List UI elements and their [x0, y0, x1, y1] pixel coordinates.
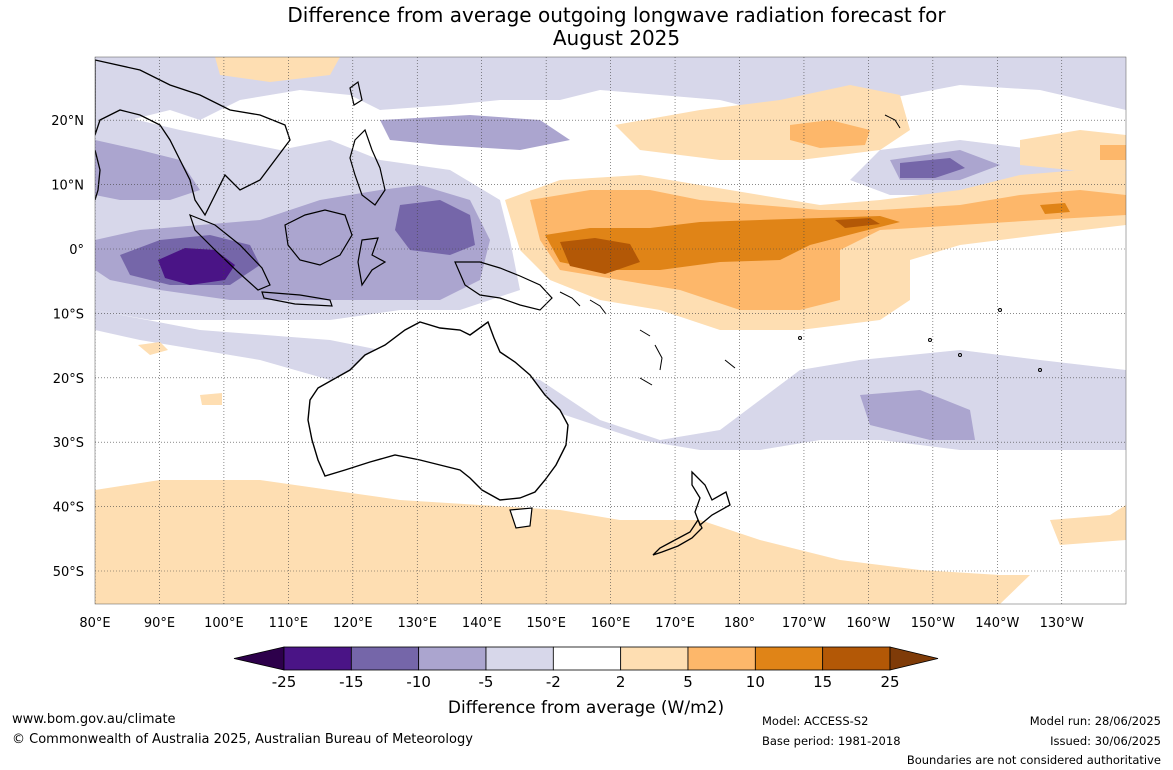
longitude-label: 170°E: [655, 616, 695, 631]
footer-model: Model: ACCESS-S2: [762, 714, 869, 728]
pacific-islands: [559, 114, 1042, 386]
title-line-2: August 2025: [552, 26, 681, 50]
colorbar-swatch: [620, 646, 689, 671]
sulawesi-outline: [357, 237, 387, 287]
latitude-label: 10°S: [53, 307, 84, 322]
colorbar-label: Difference from average (W/m2): [448, 698, 724, 718]
anomaly-region-light-orange-small2: [200, 393, 222, 405]
anomaly-region-mid-orange: [530, 190, 1126, 310]
longitude-label: 150°E: [526, 616, 566, 631]
anomaly-region-mid-orange-ne: [1100, 145, 1126, 160]
colorbar-swatch: [552, 646, 622, 671]
footer-base-period: Base period: 1981-2018: [762, 734, 901, 748]
philippines-outline: [349, 128, 386, 206]
longitude-label: 140°E: [462, 616, 502, 631]
latitude-label: 30°S: [53, 436, 84, 451]
latitude-labels: 20°N 10°N 0° 10°S 20°S 30°S 40°S 50°S: [51, 114, 84, 580]
anomaly-region-mid-purple-bay: [95, 140, 200, 200]
longitude-label: 160°W: [846, 616, 890, 631]
colorbar-swatch: [283, 646, 352, 671]
latitude-label: 50°S: [53, 565, 84, 580]
anomaly-region-light-orange-south: [95, 480, 1030, 604]
anomaly-region-light-orange-small3: [1050, 505, 1126, 545]
latitude-label: 40°S: [53, 501, 84, 516]
longitude-label: 90°E: [144, 616, 175, 631]
title-line-1: Difference from average outgoing longwav…: [287, 3, 946, 27]
colorbar: -25 -15 -10 -5 -2 2 5 10 15 25: [233, 646, 939, 691]
new-zealand-north-outline: [691, 470, 731, 527]
colorbar-swatch: [418, 646, 487, 671]
footer-website[interactable]: www.bom.gov.au/climate: [12, 712, 176, 727]
latitude-label: 20°N: [51, 114, 84, 129]
latitude-label: 10°N: [51, 179, 84, 194]
india-outline: [95, 149, 101, 201]
colorbar-swatch: [754, 646, 824, 671]
colorbar-swatch: [350, 646, 420, 671]
colorbar-tick-label: -25: [272, 673, 297, 691]
colorbar-extend-low: [233, 646, 285, 671]
footer-boundaries: Boundaries are not considered authoritat…: [906, 753, 1161, 767]
anomaly-region-light-orange-ne: [1020, 130, 1126, 175]
anomaly-region-dark-purple-3: [900, 158, 965, 178]
se-asia-outline: [95, 59, 291, 217]
colorbar-tick-label: 25: [880, 673, 899, 691]
anomaly-region-deep-orange: [560, 238, 640, 274]
longitude-label: 160°E: [591, 616, 631, 631]
colorbar-tick-label: 5: [683, 673, 693, 691]
colorbar-tick-label: -15: [339, 673, 364, 691]
map-title: Difference from average outgoing longwav…: [0, 4, 1173, 50]
anomaly-region-dark-purple-2: [395, 200, 475, 255]
colorbar-tick-label: -10: [406, 673, 431, 691]
longitude-label: 130°E: [397, 616, 437, 631]
anomaly-region-mid-purple-south: [860, 390, 975, 440]
colorbar-swatch: [822, 646, 891, 671]
anomaly-region-mid-orange-north: [790, 120, 870, 148]
map-border: [94, 56, 1127, 605]
anomaly-region-mid-purple-north: [380, 115, 570, 150]
new-zealand-south-outline: [652, 518, 703, 556]
longitude-labels: 80°E 90°E 100°E 110°E 120°E 130°E 140°E 150°E 16…: [79, 616, 1084, 631]
graticule: [95, 57, 1126, 604]
longitude-label: 150°W: [911, 616, 955, 631]
longitude-label: 120°E: [333, 616, 373, 631]
colorbar-tick-label: -2: [546, 673, 561, 691]
footer-copyright: © Commonwealth of Australia 2025, Austra…: [12, 732, 473, 747]
anomaly-region-deep-orange-2: [835, 218, 880, 228]
latitude-label: 20°S: [53, 372, 84, 387]
footer-model-run: Model run: 28/06/2025: [1029, 714, 1161, 728]
footer-issued: Issued: 30/06/2025: [1050, 734, 1161, 748]
colorbar-extend-high: [889, 646, 939, 671]
longitude-label: 110°E: [269, 616, 309, 631]
longitude-label: 180°: [724, 616, 755, 631]
java-outline: [261, 291, 333, 307]
anomaly-region-light-orange-top: [215, 57, 340, 82]
colorbar-tick-label: 15: [813, 673, 832, 691]
australia-outline: [307, 320, 569, 501]
anomaly-field: [95, 57, 1126, 604]
longitude-label: 100°E: [204, 616, 244, 631]
colorbar-tick-label: -5: [479, 673, 494, 691]
longitude-label: 170°W: [782, 616, 826, 631]
anomaly-region-dark-orange-2: [1040, 203, 1070, 214]
latitude-label: 0°: [69, 243, 84, 258]
longitude-label: 140°W: [975, 616, 1019, 631]
colorbar-tick-label: 2: [616, 673, 626, 691]
anomaly-region-deepest-purple: [158, 248, 235, 285]
colorbar-swatch: [485, 646, 554, 671]
borneo-outline: [284, 209, 353, 266]
colorbar-tick-label: 10: [746, 673, 765, 691]
tasmania-outline: [509, 507, 533, 529]
anomaly-region-light-orange-small1: [138, 342, 168, 355]
longitude-label: 80°E: [79, 616, 110, 631]
sumatra-outline: [189, 213, 271, 291]
longitude-label: 130°W: [1040, 616, 1084, 631]
colorbar-swatch: [687, 646, 756, 671]
